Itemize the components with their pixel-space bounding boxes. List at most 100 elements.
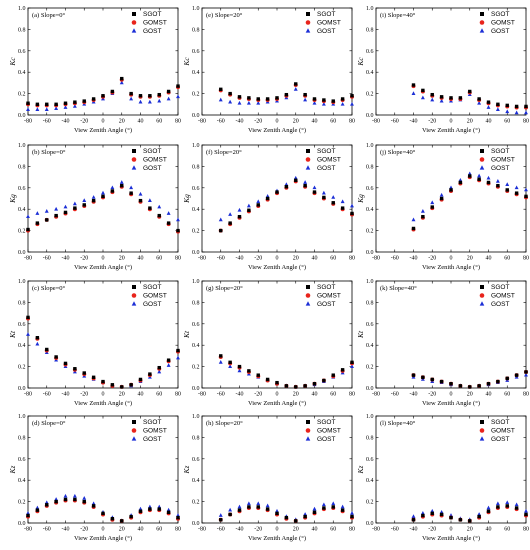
y-tick-label: 0.4 (192, 207, 200, 213)
data-point-sgot (82, 499, 86, 504)
data-point-gost (218, 97, 223, 102)
data-point-sgot (138, 198, 143, 203)
x-tick-label: 40 (486, 527, 492, 533)
data-point-gost (439, 509, 444, 514)
data-point-gost (495, 107, 500, 112)
x-tick-label: 0 (102, 256, 105, 262)
y-tick-label: 0.0 (18, 113, 26, 119)
x-tick-label: 60 (504, 392, 510, 398)
data-point-gost (119, 80, 124, 85)
data-point-sgot (166, 221, 171, 225)
data-point-gost (82, 198, 87, 203)
x-tick-label: -80 (198, 527, 206, 533)
y-tick-label: 0.0 (18, 386, 26, 392)
series-sgot (219, 82, 354, 103)
data-point-gost (420, 95, 425, 100)
legend-marker-sgot (132, 12, 136, 16)
data-point-sgot (312, 382, 317, 386)
y-tick-label: 0.4 (192, 478, 200, 484)
data-point-gost (340, 504, 345, 509)
data-point-sgot (73, 497, 77, 502)
data-point-gost (495, 501, 500, 506)
data-point-gost (91, 501, 96, 506)
y-tick-label: 0.2 (18, 92, 26, 98)
x-tick-label: 80 (523, 119, 529, 125)
data-point-sgot (411, 373, 416, 377)
legend-marker-gomst (131, 20, 137, 25)
legend-label-gomst: GOMST (317, 428, 341, 435)
data-point-gost (237, 100, 242, 105)
x-axis-label: View Zenith Angle (°) (74, 264, 132, 271)
legend-marker-sgot (132, 420, 136, 424)
x-tick-label: -40 (410, 527, 418, 533)
data-point-gost (91, 195, 96, 199)
data-point-gost (63, 105, 68, 109)
x-tick-label: -40 (410, 256, 418, 262)
y-tick-label: 1.0 (366, 279, 374, 285)
data-point-gost (430, 97, 435, 102)
data-point-sgot (45, 347, 49, 352)
x-tick-label: 40 (312, 392, 318, 398)
data-point-sgot (331, 99, 335, 103)
data-point-sgot (120, 519, 124, 523)
data-point-sgot (26, 227, 30, 232)
data-point-sgot (350, 360, 354, 365)
data-point-sgot (54, 213, 58, 218)
series-gomst (411, 84, 528, 110)
legend-marker-gost (479, 165, 485, 170)
data-point-gost (411, 514, 416, 518)
x-tick-label: -20 (254, 256, 262, 262)
data-point-sgot (275, 380, 279, 385)
x-tick-label: 80 (523, 392, 529, 398)
y-tick-label: 1.0 (18, 414, 26, 420)
data-point-sgot (176, 348, 180, 353)
y-tick-label: 0.0 (366, 113, 374, 119)
legend-marker-sgot (480, 12, 484, 16)
x-tick-label: 0 (450, 256, 453, 262)
data-point-gost (477, 100, 482, 105)
data-point-gost (218, 359, 223, 364)
x-tick-label: 20 (467, 527, 473, 533)
x-tick-label: 20 (293, 527, 299, 533)
panel-g: -80 -60 -40 -20 0 20 40 60 80 0.0 0.2 0.4 0.6 0.8 1.0 V… (182, 279, 355, 407)
x-tick-label: 0 (276, 392, 279, 398)
series-gost (411, 500, 528, 522)
data-point-gost (321, 502, 326, 507)
data-point-gost (477, 173, 482, 178)
data-point-gost (35, 107, 40, 112)
data-point-gost (340, 101, 345, 106)
data-point-sgot (312, 97, 317, 101)
y-tick-label: 0.8 (192, 164, 200, 170)
data-point-sgot (256, 203, 260, 207)
data-point-sgot (350, 94, 354, 98)
series-gost (26, 332, 180, 389)
y-tick-label: 0.8 (18, 164, 26, 170)
legend-label-gomst: GOMST (143, 293, 167, 300)
data-point-gost (119, 180, 124, 184)
data-point-sgot (45, 102, 49, 106)
y-tick-label: 0.8 (18, 27, 26, 33)
y-tick-label: 0.0 (192, 521, 200, 527)
data-point-sgot (350, 514, 354, 519)
data-point-sgot (91, 504, 96, 508)
data-point-gost (237, 504, 242, 509)
legend-marker-sgot (132, 149, 136, 153)
data-point-sgot (294, 385, 298, 389)
y-tick-label: 0.0 (192, 250, 200, 256)
data-point-sgot (505, 188, 509, 192)
data-point-sgot (524, 194, 528, 199)
data-point-sgot (148, 94, 152, 98)
data-point-sgot (514, 191, 519, 195)
panel-title: (l) Slope=40° (380, 420, 416, 427)
data-point-sgot (91, 198, 96, 203)
legend-label-gost: GOST (491, 28, 509, 35)
legend-marker-gomst (305, 157, 311, 162)
data-point-sgot (120, 385, 124, 389)
data-point-sgot (430, 511, 434, 516)
data-point-gost (228, 507, 233, 512)
data-point-sgot (303, 514, 307, 519)
y-tick-label: 0.0 (192, 113, 200, 119)
y-axis-label: Kg (8, 194, 17, 204)
x-tick-label: 0 (102, 392, 105, 398)
x-tick-label: -80 (24, 527, 32, 533)
